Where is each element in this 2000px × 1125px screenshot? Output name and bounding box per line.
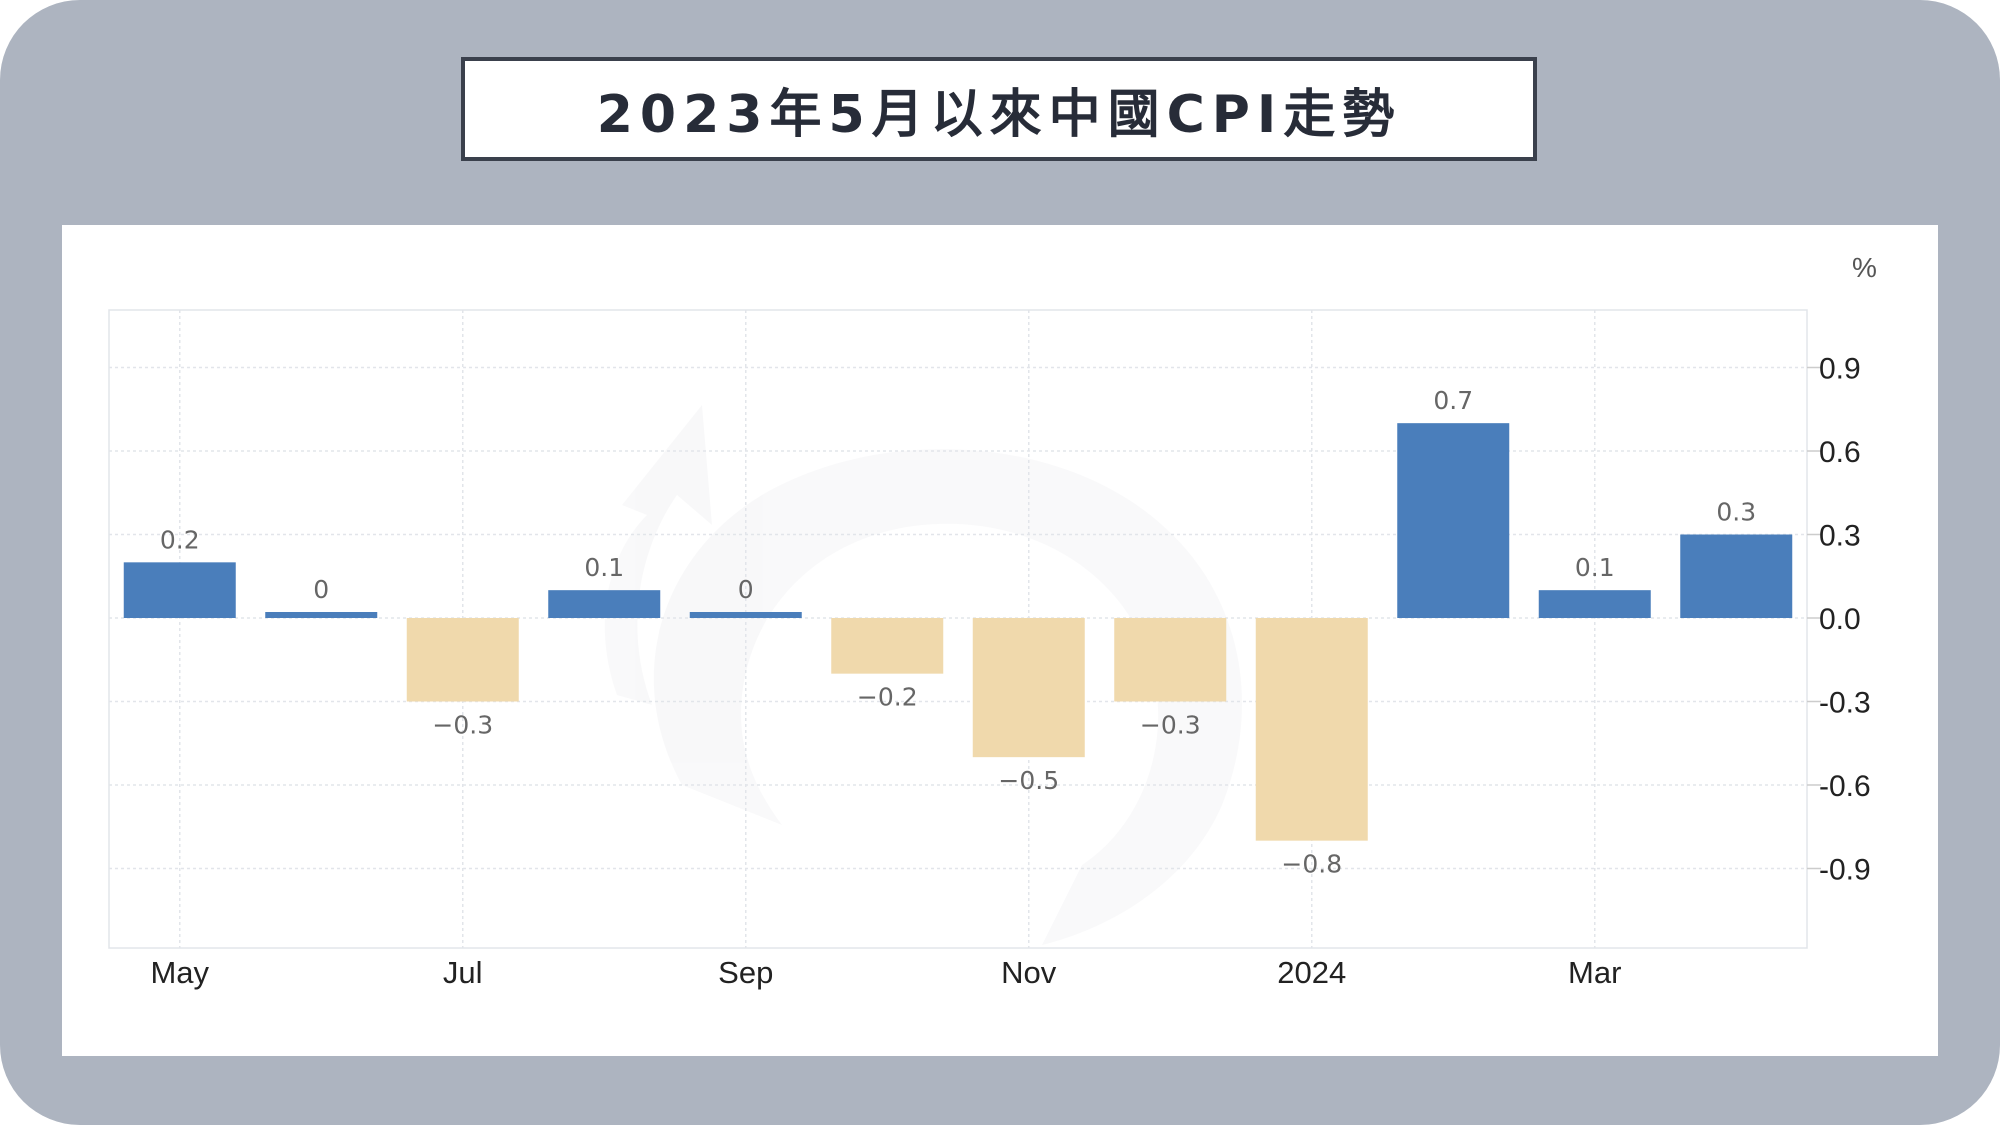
y-tick-label: 0.9 xyxy=(1819,353,1861,386)
data-labels: 0.2 0 −0.3 0.1 0 −0.2 −0.5 −0.3 −0.8 0.7 0.1 0.3 xyxy=(160,386,1756,878)
data-label-may: 0.2 xyxy=(160,525,200,554)
x-tick-label: Sep xyxy=(718,955,773,990)
x-tick-label: 2024 xyxy=(1277,955,1346,990)
data-label-jul: −0.3 xyxy=(432,710,493,739)
bar-mar xyxy=(1538,590,1651,618)
title-box: 2023年5月以來中國CPI走勢 xyxy=(461,57,1537,161)
chart-panel: 0.2 0 −0.3 0.1 0 −0.2 −0.5 −0.3 −0.8 0.7 0.1 0.3 0.… xyxy=(62,225,1938,1056)
data-label-dec: −0.3 xyxy=(1140,710,1201,739)
bar-jun xyxy=(265,612,378,618)
x-tick-label: Mar xyxy=(1568,955,1621,990)
bar-series xyxy=(123,423,1793,841)
x-tick-label: May xyxy=(150,955,209,990)
bar-sep xyxy=(689,612,802,618)
bar-nov xyxy=(972,618,1085,758)
y-tick-label: -0.9 xyxy=(1819,853,1871,886)
data-label-oct: −0.2 xyxy=(857,683,918,712)
data-label-feb: 0.7 xyxy=(1433,386,1473,415)
watermark-logo xyxy=(604,405,1242,945)
data-label-jun: 0 xyxy=(313,575,329,604)
data-label-aug: 0.1 xyxy=(584,553,624,582)
bar-apr xyxy=(1680,534,1793,618)
bar-feb xyxy=(1397,423,1510,618)
data-label-apr: 0.3 xyxy=(1716,498,1756,527)
x-tick-label: Nov xyxy=(1001,955,1057,990)
y-tick-label: -0.6 xyxy=(1819,770,1871,803)
data-label-sep: 0 xyxy=(738,575,754,604)
y-tick-label: 0.3 xyxy=(1819,520,1861,553)
bar-jul xyxy=(406,618,519,702)
y-tick-label: -0.3 xyxy=(1819,686,1871,719)
bar-oct xyxy=(831,618,944,674)
bar-may xyxy=(123,562,236,618)
chart-title: 2023年5月以來中國CPI走勢 xyxy=(596,84,1402,145)
y-axis-unit: % xyxy=(1852,252,1877,283)
y-axis-ticks: 0.9 0.6 0.3 0.0 -0.3 -0.6 -0.9 xyxy=(1819,353,1871,887)
data-label-2024: −0.8 xyxy=(1281,850,1342,879)
bar-aug xyxy=(548,590,661,618)
y-tick-label: 0.0 xyxy=(1819,603,1861,636)
x-axis-ticks: May Jul Sep Nov 2024 Mar xyxy=(150,955,1621,990)
grid-lines xyxy=(108,309,1821,949)
data-label-nov: −0.5 xyxy=(998,766,1059,795)
bar-chart: 0.2 0 −0.3 0.1 0 −0.2 −0.5 −0.3 −0.8 0.7 0.1 0.3 0.… xyxy=(108,252,1877,990)
y-tick-label: 0.6 xyxy=(1819,436,1861,469)
bar-2024 xyxy=(1255,618,1368,841)
bar-dec xyxy=(1114,618,1227,702)
data-label-mar: 0.1 xyxy=(1575,553,1615,582)
x-tick-label: Jul xyxy=(443,955,483,990)
plot-frame xyxy=(108,309,1808,949)
